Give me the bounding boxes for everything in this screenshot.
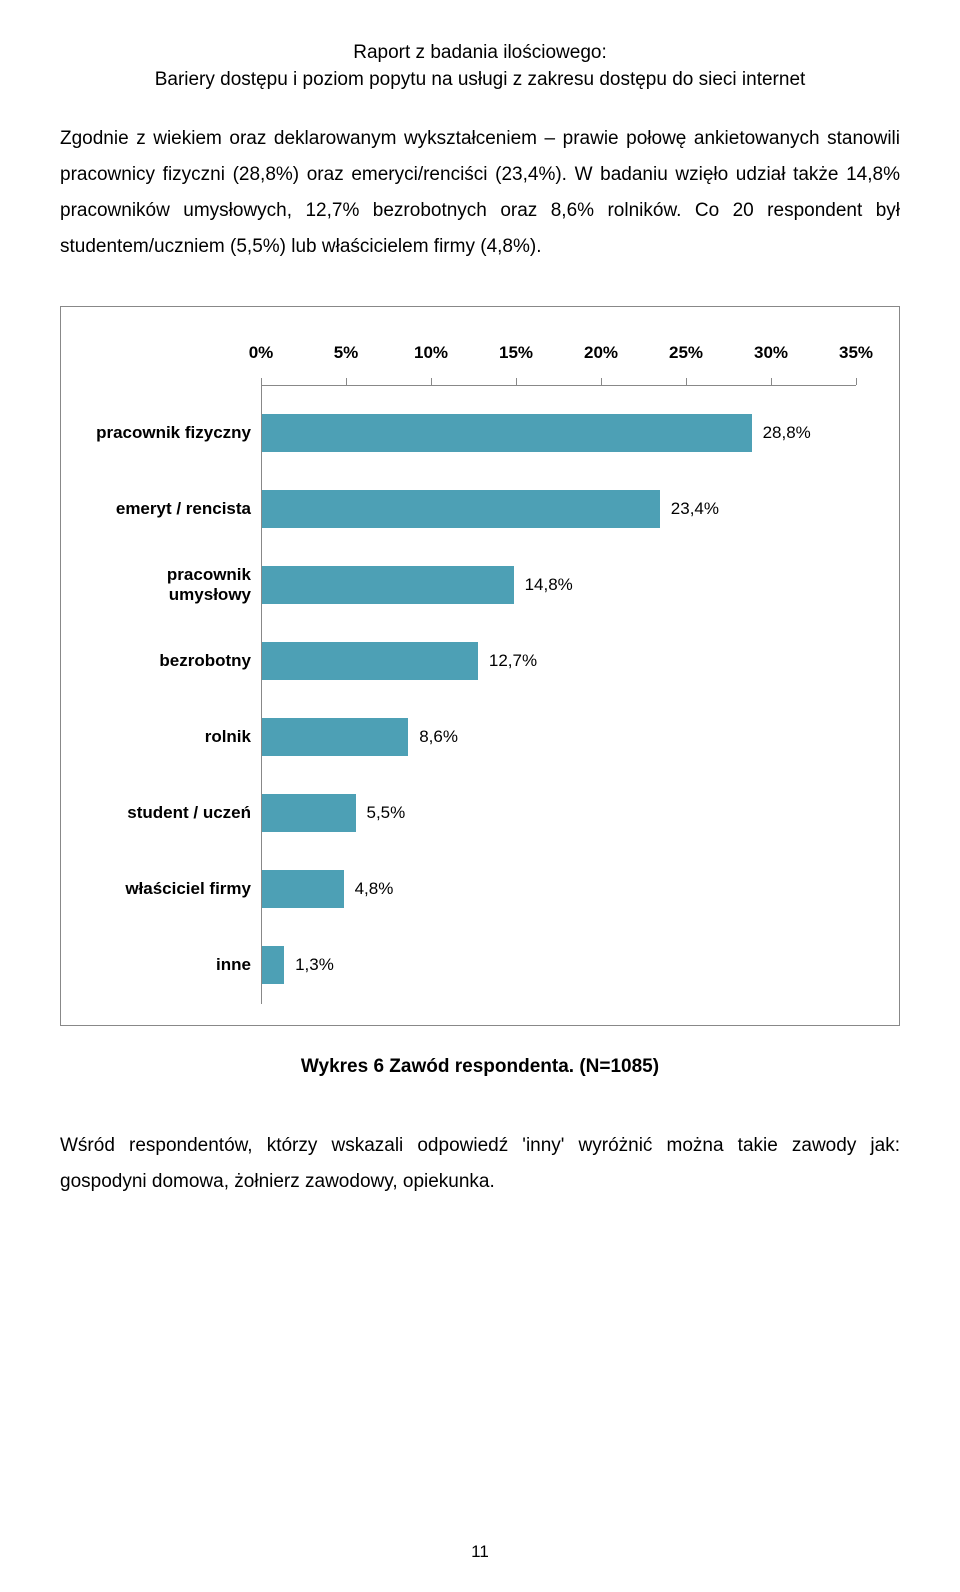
category-label: student / uczeń [81, 803, 251, 823]
x-tick-mark [346, 378, 347, 385]
report-header: Raport z badania ilościowego: Bariery do… [60, 40, 900, 93]
x-axis-line [261, 385, 856, 386]
category-label: rolnik [81, 727, 251, 747]
category-label: bezrobotny [81, 651, 251, 671]
x-tick-label: 20% [584, 343, 618, 363]
bar [262, 566, 514, 604]
value-label: 1,3% [295, 955, 334, 975]
category-label: emeryt / rencista [81, 499, 251, 519]
x-tick-mark [771, 378, 772, 385]
x-tick-mark [601, 378, 602, 385]
category-label: pracownik fizyczny [81, 423, 251, 443]
x-tick-label: 10% [414, 343, 448, 363]
bar [262, 718, 408, 756]
bar [262, 870, 344, 908]
chart-caption: Wykres 6 Zawód respondenta. (N=1085) [60, 1056, 900, 1078]
value-label: 8,6% [419, 727, 458, 747]
category-label: pracownik umysłowy [81, 565, 251, 605]
category-label: inne [81, 955, 251, 975]
x-tick-mark [431, 378, 432, 385]
value-label: 5,5% [367, 803, 406, 823]
bar [262, 490, 660, 528]
value-label: 28,8% [763, 423, 811, 443]
x-tick-label: 5% [334, 343, 359, 363]
bar [262, 946, 284, 984]
bar [262, 794, 356, 832]
bar [262, 642, 478, 680]
x-tick-label: 25% [669, 343, 703, 363]
value-label: 4,8% [355, 879, 394, 899]
page-number: 11 [471, 1542, 489, 1562]
x-tick-label: 30% [754, 343, 788, 363]
x-tick-mark [516, 378, 517, 385]
header-line-2: Bariery dostępu i poziom popytu na usług… [60, 67, 900, 94]
x-tick-label: 35% [839, 343, 873, 363]
bar [262, 414, 752, 452]
value-label: 23,4% [671, 499, 719, 519]
x-tick-mark [261, 378, 262, 385]
paragraph-2: Wśród respondentów, którzy wskazali odpo… [60, 1128, 900, 1200]
x-tick-mark [856, 378, 857, 385]
category-label: właściciel firmy [81, 879, 251, 899]
header-line-1: Raport z badania ilościowego: [60, 40, 900, 67]
x-tick-label: 0% [249, 343, 274, 363]
x-tick-mark [686, 378, 687, 385]
y-axis-line [261, 385, 262, 1004]
x-tick-label: 15% [499, 343, 533, 363]
paragraph-1: Zgodnie z wiekiem oraz deklarowanym wyks… [60, 121, 900, 265]
value-label: 14,8% [525, 575, 573, 595]
value-label: 12,7% [489, 651, 537, 671]
occupation-chart: 0% 5% 10% 15% 20% 25% 30% 35% pracownik fizyczny… [60, 306, 900, 1026]
